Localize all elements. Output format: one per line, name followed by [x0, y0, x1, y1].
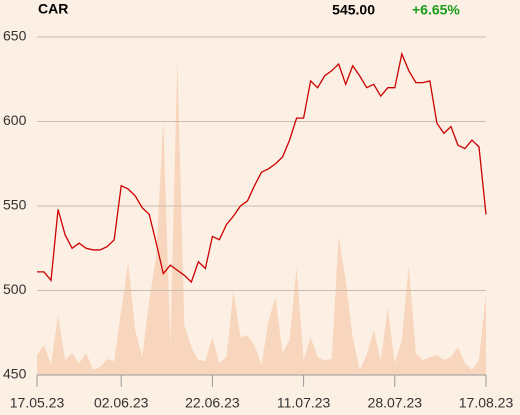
x-tick-label: 11.07.23 [277, 395, 331, 411]
y-tick-label: 500 [3, 281, 27, 297]
price-line [37, 51, 487, 284]
price: 545.00 [332, 2, 375, 18]
ticker: CAR [38, 1, 68, 17]
x-tick-label: 02.06.23 [94, 395, 149, 411]
volume-area [37, 59, 486, 375]
y-tick-label: 600 [3, 112, 27, 128]
x-tick-label: 17.05.23 [10, 395, 65, 411]
x-tick-label: 28.07.23 [368, 395, 423, 411]
y-tick-label: 550 [3, 197, 27, 213]
change: +6.65% [412, 2, 460, 18]
y-tick-label: 650 [3, 28, 27, 44]
y-tick-label: 450 [3, 366, 27, 382]
x-tick-label: 22.06.23 [185, 395, 240, 411]
x-tick-label: 17.08.23 [459, 395, 514, 411]
